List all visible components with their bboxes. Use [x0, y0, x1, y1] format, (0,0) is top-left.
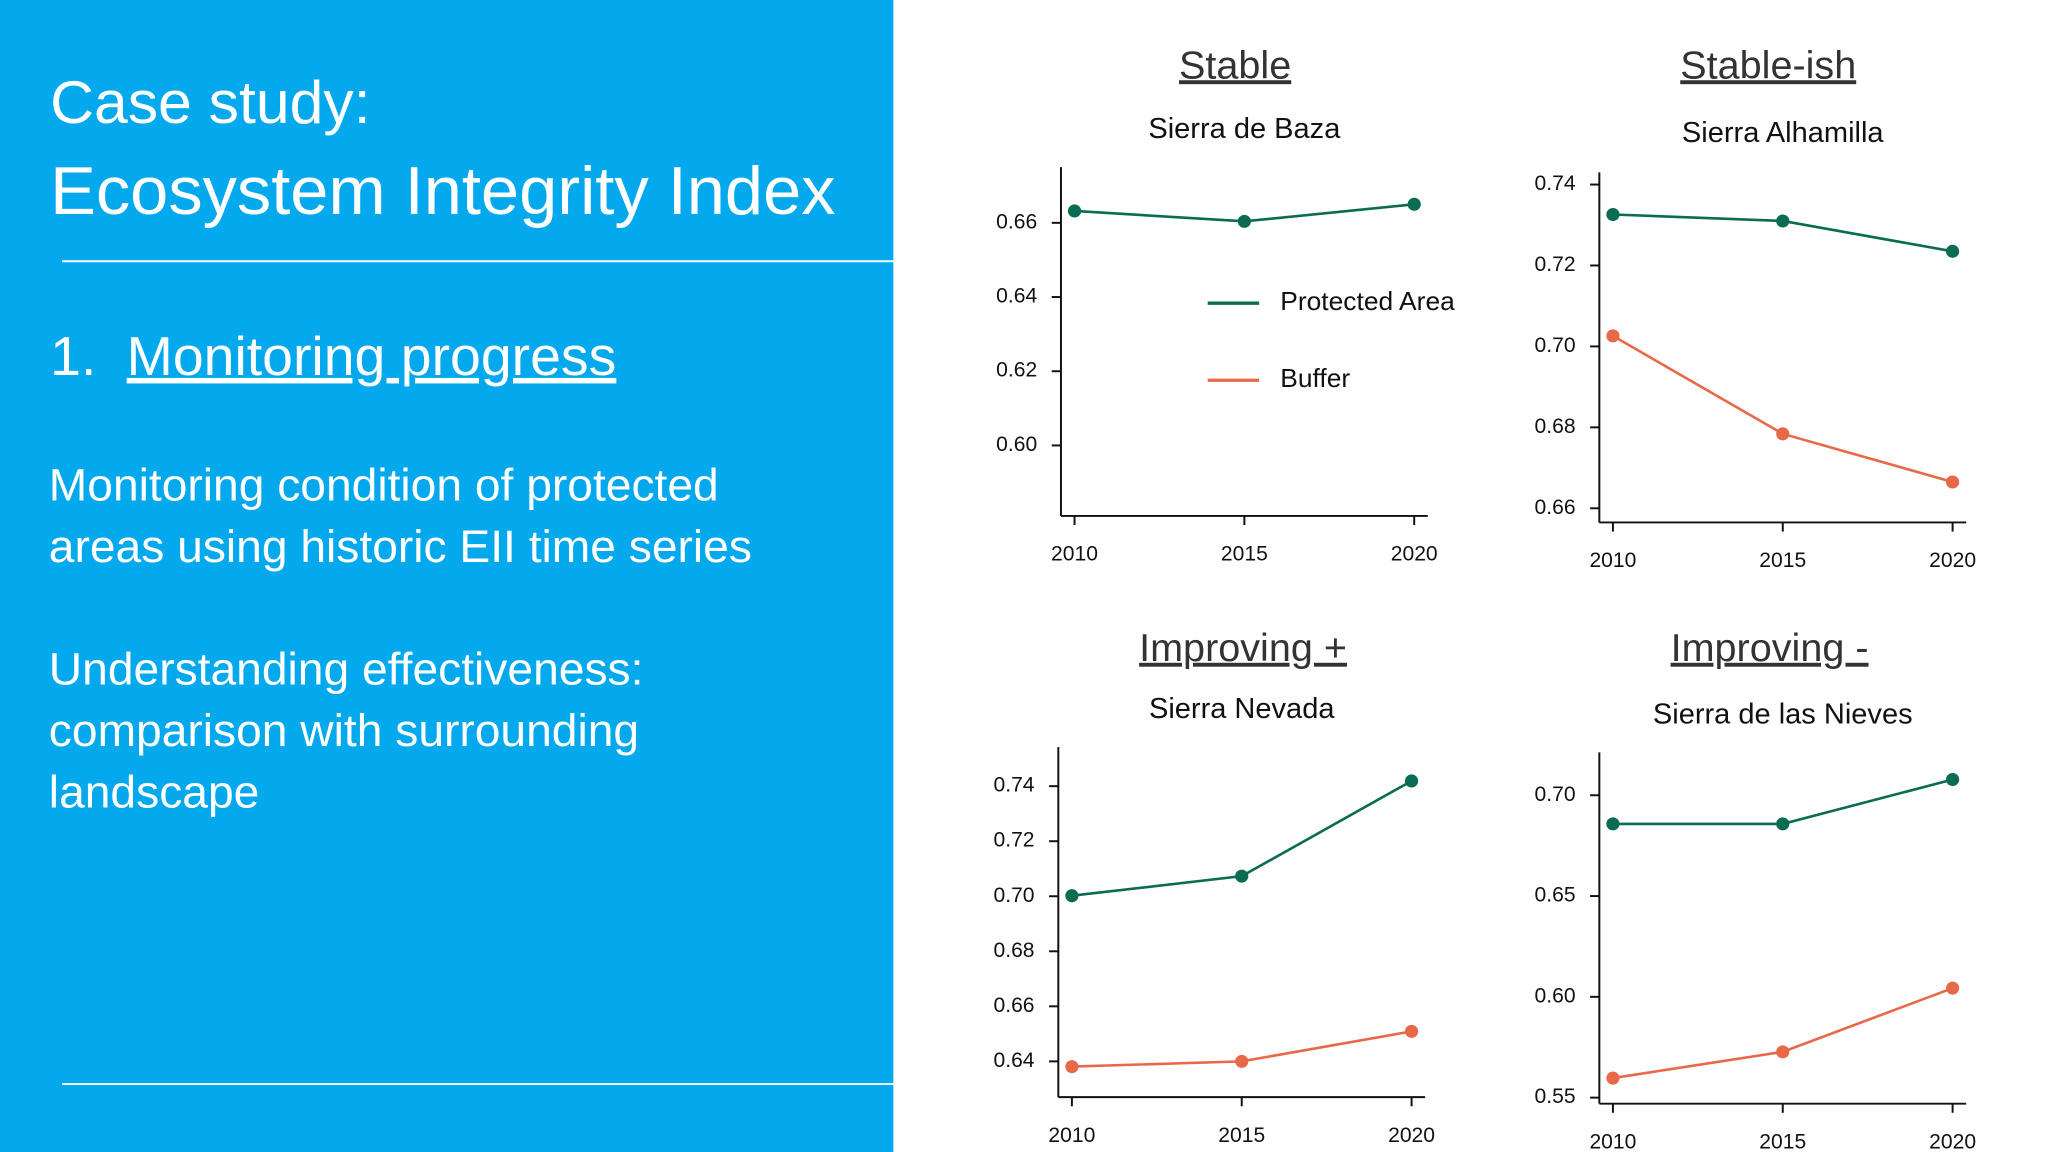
- paragraph-line: comparison with surrounding: [49, 704, 639, 756]
- legend-label: Buffer: [1280, 363, 1350, 393]
- chart-title: Sierra Nevada: [1149, 693, 1335, 725]
- data-point: [1067, 204, 1082, 218]
- data-point: [1235, 1054, 1249, 1068]
- data-point: [1776, 427, 1790, 441]
- chart-heading: Stable: [1179, 43, 1291, 87]
- series-line: [1612, 986, 1954, 1080]
- data-point: [1065, 1060, 1079, 1074]
- x-tick-label: 2010: [1589, 1130, 1636, 1152]
- y-tick-label: 0.60: [1535, 984, 1576, 1007]
- y-tick-label: 0.55: [1535, 1085, 1576, 1108]
- x-tick-label: 2020: [1391, 543, 1438, 566]
- y-tick-label: 0.62: [996, 359, 1037, 382]
- series-line: [1612, 334, 1953, 484]
- x-tick-label: 2020: [1929, 549, 1976, 572]
- y-tick-label: 0.66: [1535, 496, 1576, 519]
- x-tick-label: 2020: [1929, 1130, 1976, 1152]
- y-tick-label: 0.65: [1535, 884, 1576, 907]
- data-point: [1776, 817, 1790, 831]
- y-tick-label: 0.64: [993, 1049, 1034, 1072]
- data-point: [1235, 869, 1249, 883]
- paragraph-line: areas using historic EII time series: [49, 520, 752, 572]
- data-point: [1606, 329, 1620, 343]
- chart-title: Sierra de Baza: [1148, 113, 1341, 145]
- y-tick-label: 0.70: [1535, 334, 1576, 357]
- y-tick-label: 0.68: [1535, 415, 1576, 438]
- data-point: [1946, 773, 1960, 787]
- y-tick-label: 0.70: [1535, 783, 1576, 806]
- x-tick-label: 2010: [1051, 543, 1098, 566]
- y-tick-label: 0.66: [996, 210, 1037, 233]
- chart-title: Sierra Alhamilla: [1682, 117, 1885, 149]
- data-point: [1606, 1071, 1620, 1085]
- y-tick-label: 0.64: [996, 285, 1037, 308]
- left-panel: [0, 0, 894, 1152]
- data-point: [1946, 244, 1960, 258]
- y-tick-label: 0.72: [1535, 253, 1576, 276]
- x-tick-label: 2015: [1759, 549, 1806, 572]
- data-point: [1946, 475, 1960, 489]
- data-point: [1404, 1024, 1419, 1038]
- slide-title: Ecosystem Integrity Index: [50, 153, 835, 229]
- slide-title: Case study:: [50, 68, 370, 136]
- paragraph-line: Understanding effectiveness:: [49, 643, 644, 695]
- data-point: [1606, 817, 1620, 831]
- x-tick-label: 2015: [1218, 1124, 1265, 1147]
- data-point: [1407, 197, 1421, 211]
- y-tick-label: 0.74: [1535, 172, 1576, 195]
- y-tick-label: 0.68: [993, 939, 1034, 962]
- chart-heading: Improving -: [1671, 626, 1869, 670]
- data-point: [1404, 774, 1419, 788]
- paragraph-line: landscape: [49, 766, 260, 818]
- x-tick-label: 2015: [1759, 1130, 1806, 1152]
- section-number: 1.: [50, 325, 96, 387]
- y-tick-label: 0.66: [993, 994, 1034, 1017]
- data-point: [1946, 981, 1960, 995]
- paragraph-line: Monitoring condition of protected: [49, 459, 719, 511]
- x-tick-label: 2010: [1589, 549, 1636, 572]
- data-point: [1606, 207, 1620, 222]
- y-tick-label: 0.70: [993, 884, 1034, 907]
- data-point: [1065, 889, 1079, 903]
- data-point: [1237, 214, 1251, 228]
- x-tick-label: 2010: [1048, 1124, 1095, 1147]
- data-point: [1776, 214, 1790, 228]
- series-line: [1612, 778, 1953, 826]
- chart-heading: Improving +: [1139, 626, 1347, 670]
- chart-heading: Stable-ish: [1680, 43, 1856, 87]
- section-title: Monitoring progress: [127, 325, 617, 387]
- data-point: [1776, 1045, 1790, 1059]
- x-tick-label: 2020: [1388, 1124, 1435, 1147]
- y-tick-label: 0.72: [993, 829, 1034, 852]
- y-tick-label: 0.60: [996, 433, 1037, 456]
- y-tick-label: 0.74: [993, 774, 1034, 797]
- chart-title: Sierra de las Nieves: [1653, 698, 1913, 730]
- x-tick-label: 2015: [1221, 543, 1268, 566]
- legend-label: Protected Area: [1280, 286, 1455, 316]
